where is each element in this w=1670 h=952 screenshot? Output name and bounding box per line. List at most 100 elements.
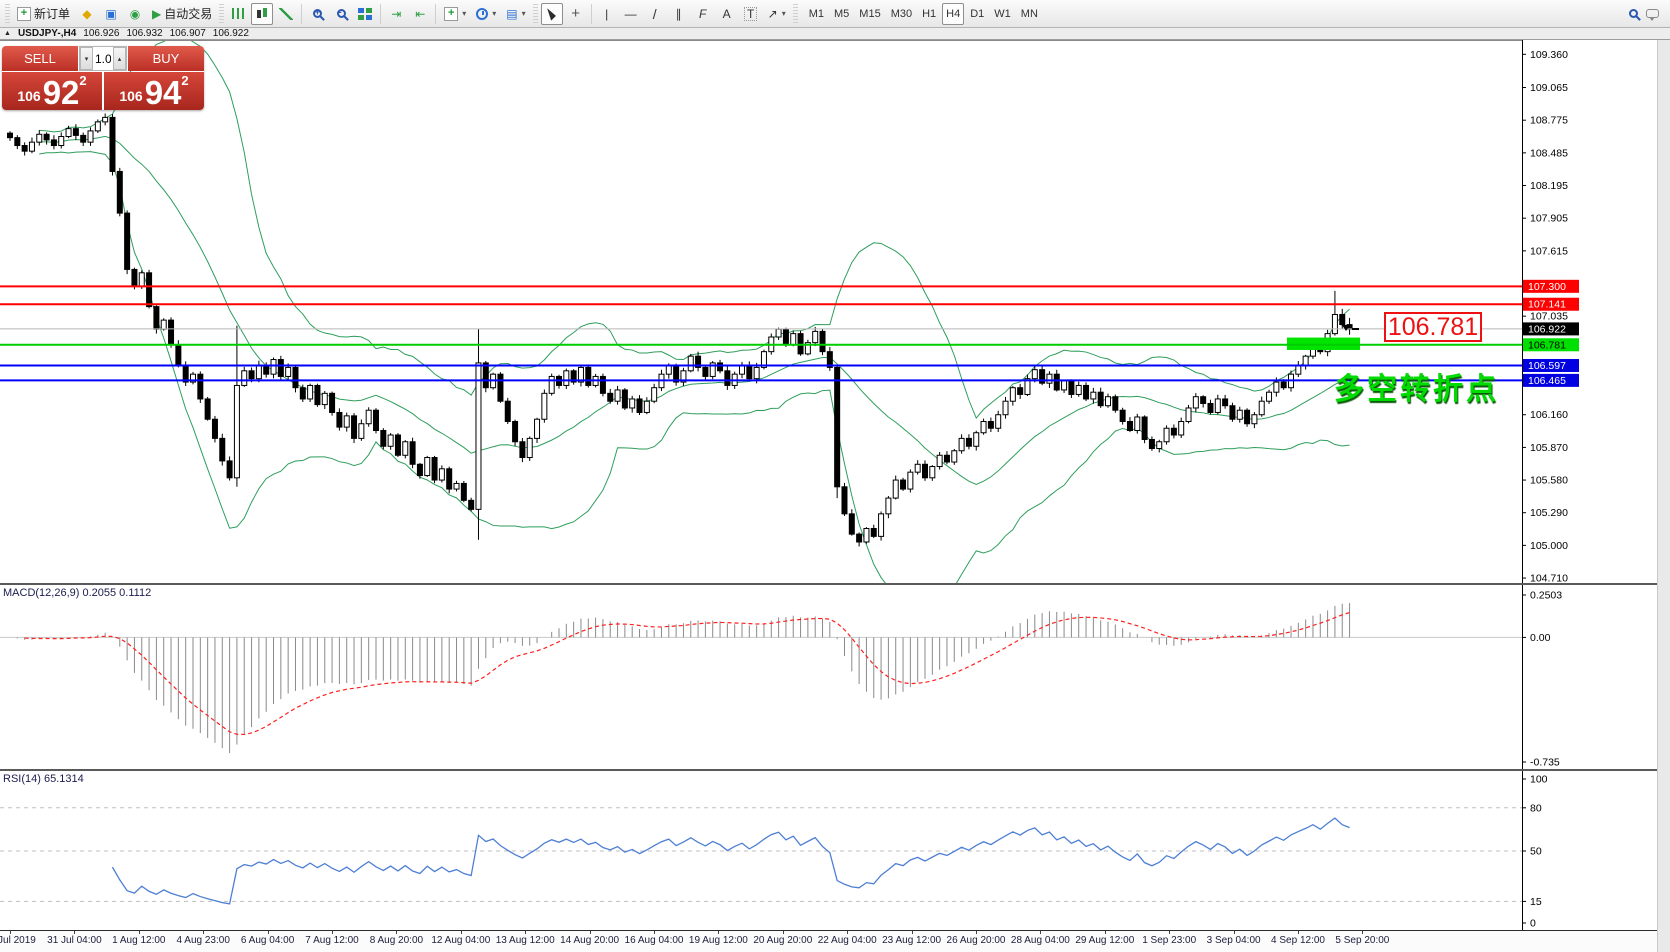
search-icon[interactable] [1629, 9, 1638, 18]
rsi-indicator-panel[interactable]: 100 80 50 15 0 RSI(14) 65.1314 [0, 771, 1670, 930]
time-axis-label: 5 Sep 20:00 [1335, 935, 1390, 946]
svg-text:100: 100 [1530, 774, 1548, 786]
panel-divider[interactable] [0, 769, 1670, 771]
chat-icon[interactable] [1646, 9, 1659, 21]
buy-price-tile[interactable]: 106 94 2 [104, 72, 204, 110]
time-axis-label: 29 Jul 2019 [0, 935, 36, 946]
chart-shift-button[interactable]: ⇤ [409, 3, 431, 25]
sell-price-big: 92 [42, 74, 80, 110]
panel-divider[interactable] [0, 583, 1670, 585]
time-axis-tick [654, 931, 655, 934]
main-price-chart[interactable]: 109.360 109.065 108.775 108.485 108.195 107.9… [0, 40, 1670, 583]
quote-bar: ▲ USDJPY-,H4 106.926 106.932 106.907 106… [0, 28, 1670, 40]
time-axis-label: 29 Aug 12:00 [1075, 935, 1135, 946]
tab-timeframe-h1[interactable]: H1 [918, 3, 940, 25]
tab-timeframe-m1[interactable]: M1 [805, 3, 828, 25]
svg-text:105.580: 105.580 [1530, 475, 1568, 487]
periods-button[interactable]: ▾ [472, 3, 500, 25]
tile-windows-button[interactable] [354, 3, 376, 25]
vertical-line-tool-button[interactable]: | [596, 3, 618, 25]
trendline-icon: / [652, 5, 657, 22]
text-tool-button[interactable]: A [716, 3, 738, 25]
horizontal-line-tool-button[interactable]: — [620, 3, 642, 25]
svg-text:106.922: 106.922 [1528, 323, 1566, 335]
community-icon: ▣ [105, 6, 117, 21]
macd-indicator-panel[interactable]: 0.2503 0.00 -0.735 MACD(12,26,9) 0.2055 0.1… [0, 585, 1670, 769]
text-label-tool-button[interactable]: T [740, 3, 762, 25]
timeframe-toolbar: M1 M5 M15 M30 H1 H4 D1 W1 MN [804, 2, 1043, 25]
sell-price-tile[interactable]: 106 92 2 [2, 72, 102, 110]
auto-trading-icon: ▶ [152, 6, 162, 21]
buy-button[interactable]: BUY [128, 46, 204, 71]
tab-timeframe-d1[interactable]: D1 [966, 3, 988, 25]
toolbar-drag-handle[interactable] [532, 3, 538, 24]
quote-close: 106.922 [212, 28, 249, 39]
time-axis-tick [1298, 931, 1299, 934]
trendline-tool-button[interactable]: / [644, 3, 666, 25]
fibonacci-tool-button[interactable]: F [692, 3, 714, 25]
time-axis-label: 8 Aug 20:00 [369, 935, 424, 946]
time-axis-label: 1 Aug 12:00 [112, 935, 166, 946]
signals-button[interactable]: ◉ [124, 3, 146, 25]
time-axis-label: 31 Jul 04:00 [47, 935, 102, 946]
fibonacci-icon: F [698, 6, 707, 21]
crosshair-tool-button[interactable]: + [565, 3, 587, 25]
volume-increase-button[interactable]: ▴ [113, 47, 126, 70]
time-axis-label: 28 Aug 04:00 [1010, 935, 1070, 946]
time-axis-label: 4 Sep 12:00 [1271, 935, 1325, 946]
bar-chart-button[interactable] [227, 3, 249, 25]
time-axis-label: 4 Aug 23:00 [176, 935, 230, 946]
time-axis-tick [203, 931, 205, 934]
auto-scroll-button[interactable]: ⇥ [385, 3, 407, 25]
auto-trading-button[interactable]: ▶ 自动交易 [148, 3, 216, 25]
time-axis-tick [396, 931, 398, 934]
toolbar-drag-handle[interactable] [5, 3, 10, 24]
time-axis-tick [74, 931, 76, 934]
time-axis-tick [1169, 931, 1171, 934]
community-button[interactable]: ▣ [100, 3, 122, 25]
templates-button[interactable]: ▤ ▾ [502, 3, 529, 25]
toolbar-drag-handle[interactable] [219, 3, 225, 24]
sell-price-base: 106 [17, 88, 41, 104]
arrows-icon: ↗ [767, 6, 778, 21]
tab-timeframe-m30[interactable]: M30 [887, 3, 916, 25]
bar-chart-icon [231, 8, 245, 19]
svg-text:107.905: 107.905 [1530, 213, 1568, 225]
candlestick-chart-icon [255, 7, 270, 20]
line-chart-button[interactable] [275, 3, 297, 25]
quote-low: 106.907 [169, 28, 206, 39]
turning-point-note[interactable]: 多空转折点 [1334, 373, 1499, 406]
tab-timeframe-m5[interactable]: M5 [830, 3, 853, 25]
tab-timeframe-mn[interactable]: MN [1017, 3, 1042, 25]
market-button[interactable]: ◆ [76, 3, 98, 25]
buy-price-big: 94 [144, 74, 182, 110]
sell-button[interactable]: SELL [2, 46, 78, 71]
price-callout-label[interactable]: 106.781 [1384, 312, 1482, 342]
symbol-period-label: USDJPY-,H4 [17, 28, 77, 39]
tab-timeframe-h4[interactable]: H4 [942, 2, 965, 25]
chart-stage: 109.360 109.065 108.775 108.485 108.195 107.9… [0, 40, 1670, 952]
toolbar-drag-handle[interactable] [792, 3, 798, 24]
zoom-out-button[interactable]: - [330, 3, 352, 25]
time-axis-tick [138, 931, 140, 934]
cursor-tool-button[interactable] [540, 2, 563, 25]
add-indicator-button[interactable]: + ▾ [440, 3, 470, 25]
time-axis-tick [847, 931, 849, 934]
template-icon: ▤ [506, 6, 518, 21]
zoom-in-icon: + [312, 7, 322, 18]
zoom-in-button[interactable]: + [306, 3, 328, 25]
svg-text:104.710: 104.710 [1530, 573, 1568, 583]
candlestick-chart-button[interactable] [251, 2, 274, 25]
market-icon: ◆ [82, 6, 92, 21]
svg-text:108.195: 108.195 [1530, 180, 1568, 192]
arrows-tool-button[interactable]: ↗ ▾ [764, 3, 790, 25]
new-order-button[interactable]: + 新订单 [13, 3, 74, 25]
svg-text:105.870: 105.870 [1530, 442, 1568, 454]
tab-timeframe-w1[interactable]: W1 [990, 3, 1015, 25]
volume-input[interactable] [93, 47, 113, 70]
collapse-arrow-icon[interactable]: ▲ [4, 30, 11, 37]
channel-tool-button[interactable]: ∥ [668, 3, 690, 25]
time-axis[interactable]: 29 Jul 2019 31 Jul 04:00 1 Aug 12:00 4 Aug … [0, 930, 1670, 952]
tab-timeframe-m15[interactable]: M15 [855, 3, 884, 25]
volume-decrease-button[interactable]: ▾ [80, 47, 93, 70]
